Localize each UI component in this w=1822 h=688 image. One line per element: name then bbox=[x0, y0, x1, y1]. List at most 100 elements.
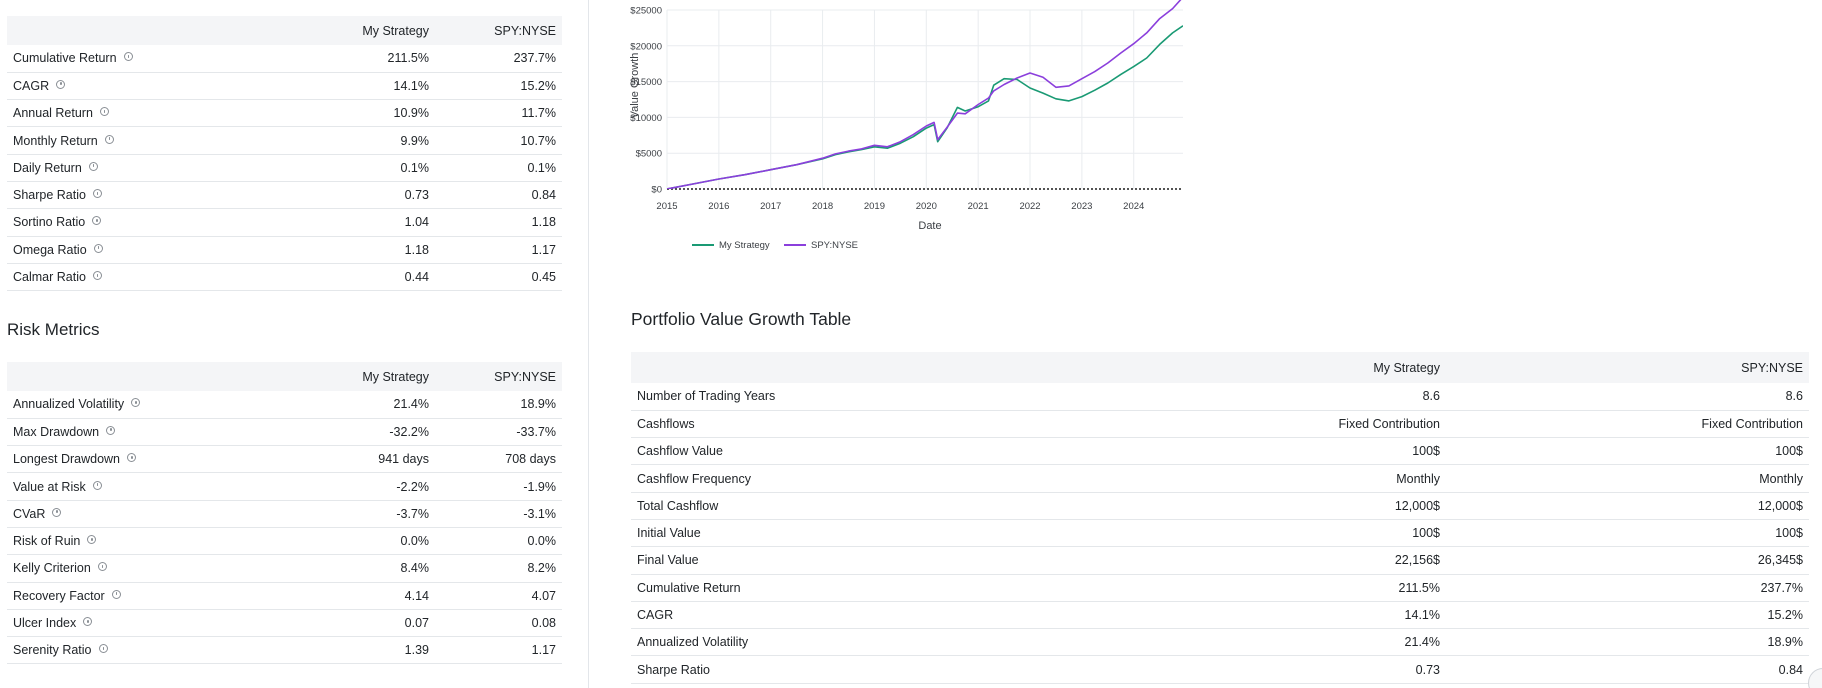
table-row: Monthly Return 9.9% 10.7% bbox=[7, 126, 562, 155]
x-tick-label: 2019 bbox=[864, 201, 885, 212]
x-tick-label: 2015 bbox=[656, 201, 677, 212]
my-strategy-value: 0.73 bbox=[307, 181, 435, 210]
table-row: Number of Trading Years 8.6 8.6 bbox=[631, 383, 1809, 411]
table-row: Calmar Ratio 0.44 0.45 bbox=[7, 263, 562, 292]
metric-label: CAGR bbox=[13, 78, 50, 93]
help-icon[interactable] bbox=[87, 535, 97, 545]
help-icon[interactable] bbox=[111, 589, 121, 599]
metric-label-cell: Sharpe Ratio bbox=[631, 655, 1083, 684]
x-tick-label: 2016 bbox=[708, 201, 729, 212]
series-line-my-strategy bbox=[667, 25, 1183, 189]
help-icon[interactable] bbox=[97, 562, 107, 572]
spy-value: 0.45 bbox=[435, 263, 562, 292]
help-icon[interactable] bbox=[56, 79, 66, 89]
table-row: Daily Return 0.1% 0.1% bbox=[7, 154, 562, 182]
spy-value: 0.1% bbox=[435, 154, 562, 182]
spy-value: 12,000$ bbox=[1446, 492, 1809, 520]
y-tick-label: $20000 bbox=[630, 41, 662, 52]
spy-value: 1.18 bbox=[435, 208, 562, 237]
header-my-strategy: My Strategy bbox=[307, 362, 435, 391]
table-row: CAGR 14.1% 15.2% bbox=[631, 601, 1809, 630]
table-row: Kelly Criterion 8.4% 8.2% bbox=[7, 554, 562, 583]
legend-label-spy[interactable]: SPY:NYSE bbox=[811, 240, 858, 251]
scroll-to-top-button[interactable] bbox=[1808, 668, 1822, 688]
y-tick-label: $25000 bbox=[630, 6, 662, 17]
help-icon[interactable] bbox=[98, 644, 108, 654]
metric-label-cell: Calmar Ratio bbox=[7, 263, 307, 292]
metric-label-cell: Cashflows bbox=[631, 410, 1083, 439]
metric-label-cell: Cashflow Value bbox=[631, 437, 1083, 466]
my-strategy-value: 22,156$ bbox=[1083, 546, 1446, 575]
spy-value: 0.08 bbox=[435, 609, 562, 638]
table-row: Final Value 22,156$ 26,345$ bbox=[631, 546, 1809, 575]
metric-label: Total Cashflow bbox=[637, 498, 719, 513]
metric-label-cell: Final Value bbox=[631, 546, 1083, 575]
table-row: Sortino Ratio 1.04 1.18 bbox=[7, 208, 562, 237]
help-icon[interactable] bbox=[123, 52, 133, 62]
metric-label-cell: Sortino Ratio bbox=[7, 208, 307, 237]
help-icon[interactable] bbox=[92, 189, 102, 199]
value-growth-chart-svg[interactable]: $0 $5000 $10000 $15000 $20000 $25000 2015 2016 2… bbox=[625, 0, 1385, 295]
my-strategy-value: 8.4% bbox=[307, 554, 435, 583]
risk-metrics-table: My Strategy SPY:NYSE Annualized Volatili… bbox=[7, 362, 562, 665]
my-strategy-value: 14.1% bbox=[307, 72, 435, 101]
table-row: Value at Risk -2.2% -1.9% bbox=[7, 472, 562, 501]
header-spy: SPY:NYSE bbox=[435, 362, 562, 391]
table-header-row: My Strategy SPY:NYSE bbox=[631, 352, 1809, 383]
metric-label: CVaR bbox=[13, 506, 46, 521]
x-tick-label: 2024 bbox=[1123, 201, 1144, 212]
help-icon[interactable] bbox=[52, 507, 62, 517]
my-strategy-value: 14.1% bbox=[1083, 601, 1446, 630]
metric-label: Cumulative Return bbox=[13, 51, 117, 66]
metric-label-cell: Sharpe Ratio bbox=[7, 181, 307, 210]
spy-value: 15.2% bbox=[435, 72, 562, 101]
my-strategy-value: 100$ bbox=[1083, 519, 1446, 548]
spy-value: 0.84 bbox=[1446, 655, 1809, 684]
table-row: Cashflow Value 100$ 100$ bbox=[631, 437, 1809, 466]
y-tick-label: $15000 bbox=[630, 77, 662, 88]
x-axis-title: Date bbox=[918, 220, 941, 232]
my-strategy-value: 941 days bbox=[307, 445, 435, 474]
metric-label: Annualized Volatility bbox=[637, 635, 749, 650]
my-strategy-value: 12,000$ bbox=[1083, 492, 1446, 520]
metric-label: Max Drawdown bbox=[13, 424, 100, 439]
help-icon[interactable] bbox=[88, 161, 98, 171]
metric-label-cell: Number of Trading Years bbox=[631, 383, 1083, 411]
spy-value: 100$ bbox=[1446, 437, 1809, 466]
spy-value: 237.7% bbox=[1446, 574, 1809, 602]
metric-label-cell: CAGR bbox=[631, 601, 1083, 630]
value-growth-chart[interactable]: $0 $5000 $10000 $15000 $20000 $25000 2015 2016 2… bbox=[625, 0, 1385, 295]
help-icon[interactable] bbox=[92, 271, 102, 281]
header-metric bbox=[631, 352, 1083, 383]
help-icon[interactable] bbox=[99, 107, 109, 117]
my-strategy-value: 1.18 bbox=[307, 236, 435, 264]
help-icon[interactable] bbox=[92, 216, 102, 226]
legend-label-my-strategy[interactable]: My Strategy bbox=[719, 240, 770, 251]
spy-value: 100$ bbox=[1446, 519, 1809, 548]
metric-label: Serenity Ratio bbox=[13, 643, 92, 658]
table-row: Cumulative Return 211.5% 237.7% bbox=[631, 574, 1809, 602]
help-icon[interactable] bbox=[92, 480, 102, 490]
help-icon[interactable] bbox=[93, 243, 103, 253]
series-line-spy bbox=[667, 0, 1182, 189]
metric-label-cell: Recovery Factor bbox=[7, 582, 307, 610]
my-strategy-value: -3.7% bbox=[307, 500, 435, 528]
my-strategy-value: Monthly bbox=[1083, 464, 1446, 493]
help-icon[interactable] bbox=[106, 425, 116, 435]
help-icon[interactable] bbox=[104, 134, 114, 144]
header-spy: SPY:NYSE bbox=[435, 16, 562, 45]
y-tick-label: $0 bbox=[651, 185, 662, 196]
metric-label: Annual Return bbox=[13, 106, 93, 121]
spy-value: 8.6 bbox=[1446, 383, 1809, 411]
metric-label-cell: Daily Return bbox=[7, 154, 307, 182]
help-icon[interactable] bbox=[127, 453, 137, 463]
spy-value: 26,345$ bbox=[1446, 546, 1809, 575]
help-icon[interactable] bbox=[83, 617, 93, 627]
my-strategy-value: 9.9% bbox=[307, 126, 435, 155]
spy-value: 18.9% bbox=[435, 391, 562, 419]
my-strategy-value: 0.0% bbox=[307, 527, 435, 556]
my-strategy-value: 8.6 bbox=[1083, 383, 1446, 411]
help-icon[interactable] bbox=[131, 398, 141, 408]
metric-label-cell: Annualized Volatility bbox=[7, 391, 307, 419]
spy-value: 708 days bbox=[435, 445, 562, 474]
